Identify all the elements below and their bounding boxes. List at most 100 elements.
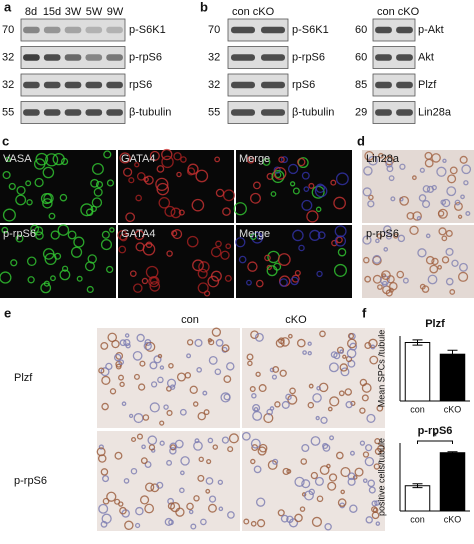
cell bbox=[334, 225, 347, 238]
cell bbox=[96, 447, 106, 457]
cell bbox=[380, 270, 391, 281]
cell bbox=[157, 353, 163, 359]
cell bbox=[250, 192, 261, 204]
cell bbox=[346, 348, 357, 359]
cell bbox=[208, 355, 218, 365]
cell bbox=[84, 261, 95, 272]
cell bbox=[34, 177, 44, 188]
cell bbox=[419, 167, 425, 173]
channel-label: GATA4 bbox=[121, 228, 155, 240]
cell bbox=[385, 233, 392, 240]
cell bbox=[140, 457, 148, 465]
cell bbox=[106, 265, 114, 274]
cell bbox=[134, 162, 140, 168]
cell bbox=[441, 235, 448, 242]
cell bbox=[459, 155, 468, 164]
cell bbox=[113, 353, 122, 362]
cell bbox=[191, 198, 205, 212]
cell bbox=[377, 284, 383, 290]
x-tick-label: con bbox=[410, 404, 425, 414]
cell bbox=[221, 436, 230, 444]
channel-label: GATA4 bbox=[121, 153, 155, 165]
cell bbox=[322, 442, 329, 449]
blot bbox=[372, 18, 416, 42]
cell bbox=[169, 447, 177, 455]
cell bbox=[372, 254, 382, 264]
cell bbox=[135, 194, 142, 202]
cell bbox=[27, 276, 35, 284]
cell bbox=[50, 230, 60, 240]
cell bbox=[188, 509, 194, 515]
cell bbox=[250, 438, 261, 449]
cell bbox=[45, 153, 59, 167]
cell bbox=[224, 274, 232, 282]
row-label: p-rpS6 bbox=[292, 51, 325, 63]
cell bbox=[15, 234, 24, 243]
cell bbox=[115, 363, 122, 370]
cell bbox=[453, 201, 463, 211]
cell bbox=[253, 181, 261, 190]
cell bbox=[102, 475, 110, 483]
row-label: Lin28a bbox=[418, 106, 452, 118]
cell bbox=[123, 478, 130, 484]
column-label: cKO bbox=[285, 314, 307, 326]
cell bbox=[54, 252, 62, 260]
cell bbox=[417, 248, 427, 258]
cell bbox=[215, 188, 225, 198]
bar bbox=[404, 342, 431, 402]
cell bbox=[385, 289, 393, 297]
cell bbox=[316, 270, 323, 278]
cell bbox=[90, 178, 99, 188]
cell bbox=[289, 181, 296, 187]
error-bar bbox=[447, 451, 458, 455]
cell bbox=[437, 208, 448, 219]
cell bbox=[445, 277, 454, 286]
cell bbox=[149, 281, 161, 292]
image-bg bbox=[97, 431, 240, 531]
cell bbox=[319, 465, 330, 476]
cell bbox=[285, 393, 292, 401]
cell bbox=[40, 192, 53, 205]
cell bbox=[449, 166, 458, 175]
cell bbox=[166, 459, 173, 466]
cell bbox=[10, 259, 18, 267]
band bbox=[261, 81, 285, 89]
cell bbox=[402, 277, 409, 284]
band bbox=[106, 54, 123, 61]
band bbox=[106, 26, 123, 34]
band bbox=[396, 54, 413, 61]
cell bbox=[163, 404, 169, 410]
cell bbox=[354, 467, 364, 477]
column-label: 8d bbox=[25, 6, 37, 18]
cell bbox=[422, 185, 431, 193]
image-bg bbox=[236, 225, 352, 298]
cell bbox=[253, 465, 262, 474]
cell bbox=[396, 270, 405, 279]
cell bbox=[280, 514, 289, 523]
cell bbox=[170, 502, 181, 513]
cell bbox=[194, 438, 200, 444]
cell bbox=[149, 361, 158, 370]
image-bg bbox=[362, 150, 474, 223]
cell bbox=[144, 503, 155, 514]
cell bbox=[173, 152, 182, 161]
cell bbox=[101, 513, 112, 524]
cell bbox=[337, 247, 347, 257]
cell bbox=[266, 264, 272, 271]
cell bbox=[171, 230, 178, 237]
band bbox=[396, 81, 413, 89]
band bbox=[43, 109, 61, 116]
cell bbox=[207, 275, 220, 288]
cell bbox=[186, 502, 194, 511]
micrograph bbox=[0, 224, 116, 298]
column-label: con cKO bbox=[377, 6, 420, 18]
cell bbox=[418, 194, 427, 202]
band bbox=[85, 54, 103, 61]
cell bbox=[91, 197, 103, 208]
cell bbox=[222, 189, 235, 202]
mw-label: 85 bbox=[355, 79, 367, 91]
cell bbox=[427, 274, 438, 285]
cell bbox=[371, 500, 378, 507]
cell bbox=[369, 355, 379, 365]
cell bbox=[156, 165, 165, 173]
